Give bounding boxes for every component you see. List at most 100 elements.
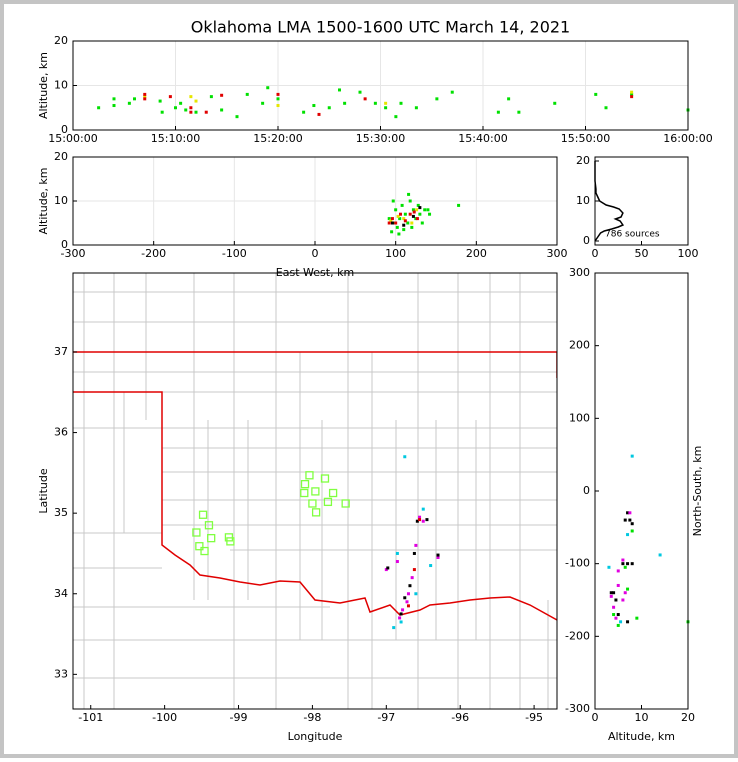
source-point bbox=[612, 591, 616, 595]
source-point bbox=[623, 518, 627, 522]
chart-title: Oklahoma LMA 1500-1600 UTC March 14, 202… bbox=[191, 18, 570, 37]
x-tick-label: -99 bbox=[230, 711, 248, 724]
source-point bbox=[630, 454, 634, 458]
source-point bbox=[414, 543, 418, 547]
source-point bbox=[276, 92, 280, 96]
source-point bbox=[658, 553, 662, 557]
x-tick-label: -96 bbox=[451, 711, 469, 724]
source-point bbox=[412, 210, 416, 214]
source-point bbox=[614, 598, 618, 602]
source-point bbox=[414, 106, 418, 110]
plot-frame bbox=[594, 272, 689, 710]
source-point bbox=[402, 223, 406, 227]
source-point bbox=[327, 106, 331, 110]
station bbox=[311, 487, 320, 496]
station bbox=[226, 537, 235, 546]
y-tick-label: 0 bbox=[583, 484, 590, 497]
station bbox=[195, 542, 204, 551]
station bbox=[311, 508, 321, 517]
x-tick-label: 0 bbox=[592, 711, 599, 724]
source-point bbox=[390, 230, 394, 234]
source-point bbox=[418, 206, 422, 210]
source-point bbox=[414, 592, 418, 596]
x-tick-label: -100 bbox=[222, 247, 247, 260]
y-tick-label: 20 bbox=[54, 150, 68, 163]
source-point bbox=[387, 217, 391, 221]
station bbox=[192, 528, 201, 537]
x-tick-label: 15:20:00 bbox=[253, 132, 302, 145]
source-point bbox=[609, 591, 613, 595]
histogram-line bbox=[594, 161, 625, 242]
source-point bbox=[302, 110, 306, 114]
x-tick-label: 0 bbox=[592, 247, 599, 260]
source-point bbox=[415, 519, 419, 523]
source-point bbox=[403, 455, 407, 459]
source-point bbox=[410, 221, 414, 225]
source-point bbox=[390, 217, 394, 221]
station bbox=[320, 474, 330, 483]
source-point bbox=[507, 97, 511, 101]
source-point bbox=[312, 104, 316, 108]
source-point bbox=[395, 225, 399, 229]
y-tick-label: -200 bbox=[565, 629, 590, 642]
station bbox=[328, 488, 338, 498]
plot-frame bbox=[72, 156, 558, 246]
source-point bbox=[390, 221, 394, 225]
source-point bbox=[194, 99, 198, 103]
source-point bbox=[410, 225, 414, 229]
source-point bbox=[421, 507, 425, 511]
station bbox=[341, 499, 350, 508]
source-point bbox=[423, 208, 427, 212]
plot-frame bbox=[594, 156, 689, 246]
x-tick-label: 16:00:00 bbox=[663, 132, 712, 145]
source-point bbox=[604, 106, 608, 110]
source-point bbox=[398, 616, 402, 620]
x-tick-label: -97 bbox=[377, 711, 395, 724]
source-point bbox=[174, 106, 177, 110]
source-point bbox=[398, 217, 402, 221]
source-point bbox=[621, 562, 625, 566]
source-point bbox=[405, 600, 409, 604]
source-point bbox=[392, 221, 396, 225]
source-point bbox=[630, 95, 634, 99]
source-point bbox=[607, 565, 611, 569]
y-tick-label: -100 bbox=[565, 557, 590, 570]
source-point bbox=[630, 90, 634, 94]
source-point bbox=[517, 110, 521, 114]
station bbox=[308, 499, 317, 508]
source-point bbox=[623, 591, 627, 595]
source-point bbox=[435, 97, 439, 101]
source-point bbox=[204, 110, 208, 114]
x-tick-label: 100 bbox=[385, 247, 406, 260]
source-point bbox=[626, 511, 630, 515]
source-point bbox=[626, 562, 630, 566]
source-point bbox=[112, 97, 116, 101]
x-tick-label: -200 bbox=[141, 247, 166, 260]
source-point bbox=[418, 212, 422, 216]
source-point bbox=[220, 93, 224, 97]
x-axis-label: Altitude, km bbox=[608, 730, 675, 743]
y-tick-label: 100 bbox=[569, 411, 590, 424]
source-point bbox=[415, 208, 419, 212]
source-point bbox=[408, 199, 412, 203]
source-point bbox=[457, 203, 461, 207]
source-point bbox=[400, 203, 404, 207]
source-point bbox=[450, 90, 454, 94]
source-point bbox=[112, 104, 116, 108]
station bbox=[323, 497, 333, 507]
source-point bbox=[621, 598, 625, 602]
x-tick-label: -98 bbox=[303, 711, 321, 724]
source-point bbox=[412, 551, 416, 555]
source-point bbox=[630, 529, 634, 533]
source-point bbox=[496, 110, 500, 114]
source-point bbox=[395, 560, 399, 564]
source-point bbox=[194, 110, 198, 114]
source-point bbox=[635, 616, 639, 620]
plot-frame bbox=[72, 272, 558, 710]
source-point bbox=[429, 564, 433, 568]
plot-frame bbox=[72, 40, 689, 131]
source-point bbox=[428, 212, 432, 216]
source-point bbox=[389, 219, 393, 223]
source-point bbox=[616, 613, 620, 617]
